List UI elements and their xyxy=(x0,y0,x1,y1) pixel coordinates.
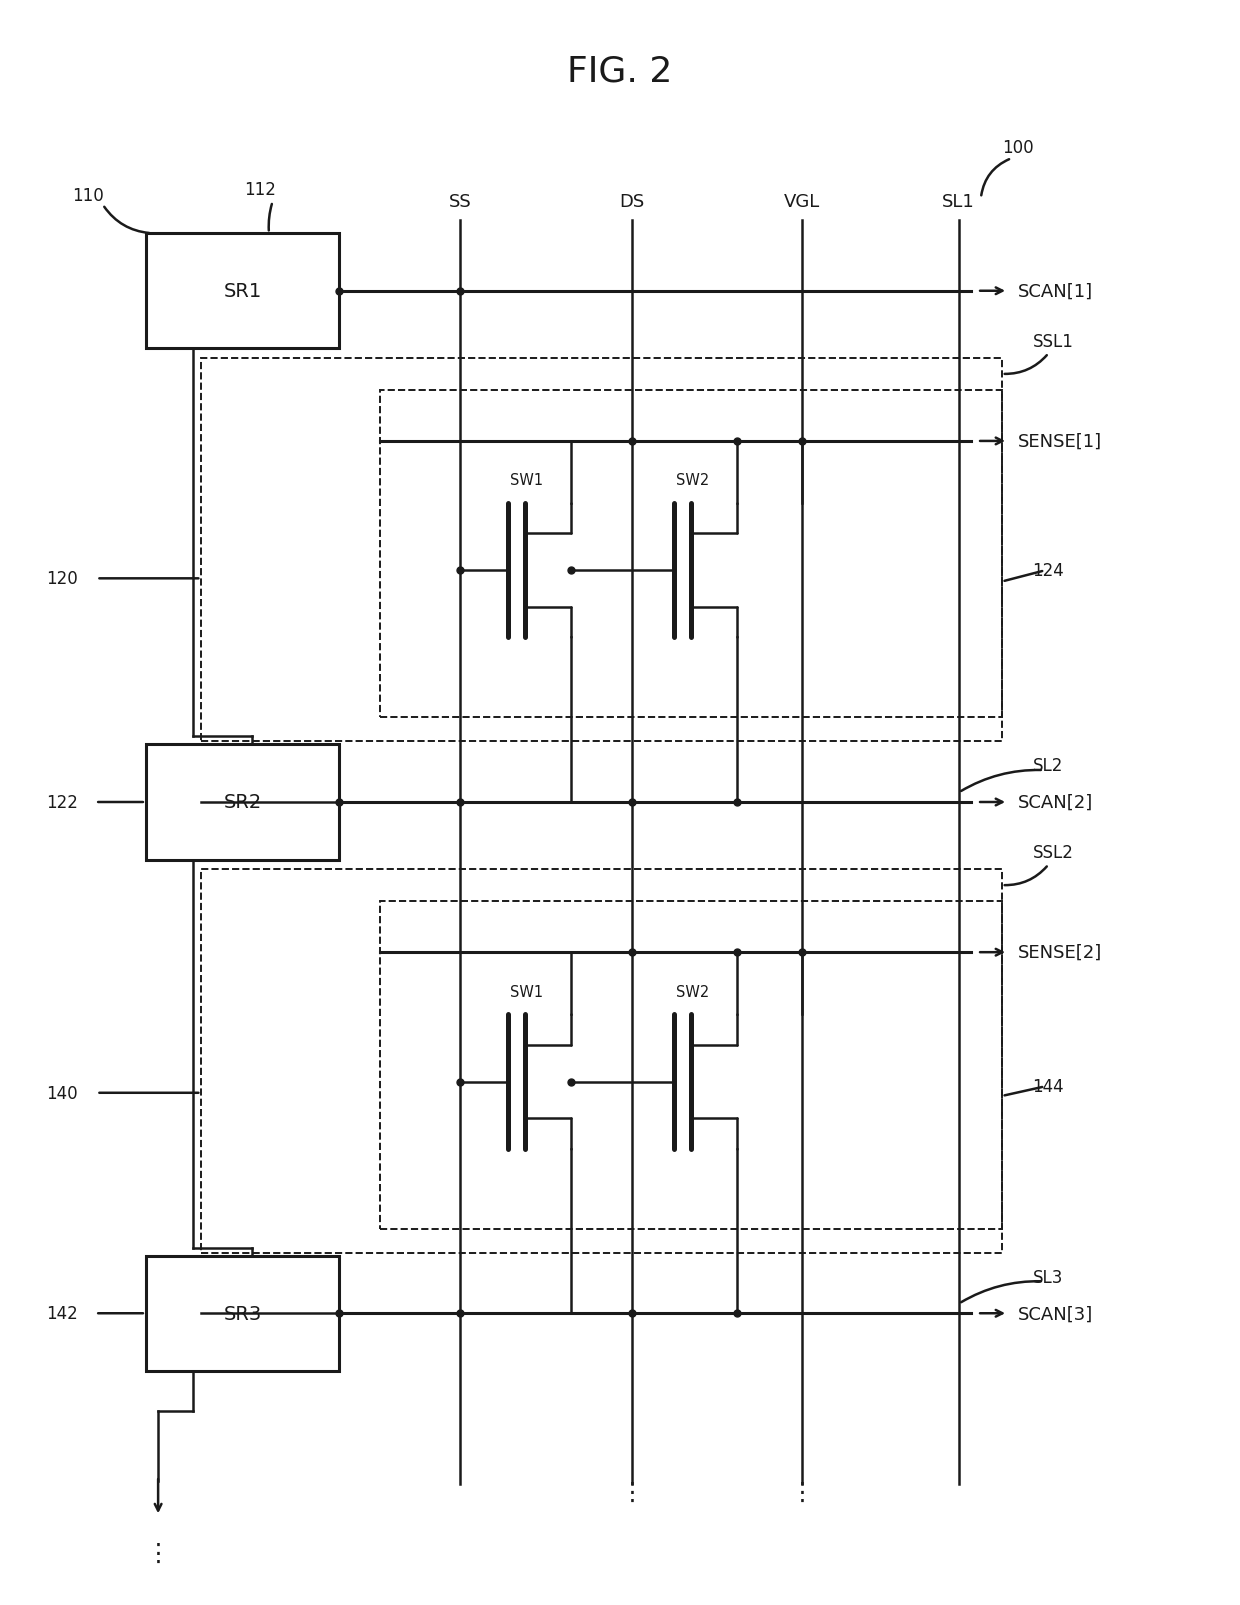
Text: ⋮: ⋮ xyxy=(790,1480,815,1504)
Text: 100: 100 xyxy=(1002,140,1033,157)
Text: ⋮: ⋮ xyxy=(620,1480,645,1504)
Text: SCAN[1]: SCAN[1] xyxy=(1018,282,1092,300)
Text: 120: 120 xyxy=(46,570,78,587)
Text: SR1: SR1 xyxy=(223,282,262,302)
Text: DS: DS xyxy=(620,193,645,212)
Bar xyxy=(146,234,340,348)
Text: SENSE[1]: SENSE[1] xyxy=(1018,433,1102,451)
Text: SW2: SW2 xyxy=(676,984,709,998)
Text: SENSE[2]: SENSE[2] xyxy=(1018,944,1102,961)
Bar xyxy=(201,358,1002,742)
Text: 124: 124 xyxy=(1033,562,1064,579)
Bar xyxy=(201,870,1002,1254)
Text: VGL: VGL xyxy=(784,193,821,212)
Text: SW1: SW1 xyxy=(510,984,543,998)
Text: SR3: SR3 xyxy=(223,1303,262,1323)
Text: SCAN[3]: SCAN[3] xyxy=(1018,1305,1094,1323)
Text: SW1: SW1 xyxy=(510,473,543,488)
Bar xyxy=(379,390,1002,717)
Text: 144: 144 xyxy=(1033,1077,1064,1096)
Text: SCAN[2]: SCAN[2] xyxy=(1018,793,1094,812)
Text: SR2: SR2 xyxy=(223,793,262,812)
Text: SSL2: SSL2 xyxy=(1033,844,1074,862)
Bar xyxy=(379,902,1002,1229)
Text: ⋮: ⋮ xyxy=(145,1541,171,1565)
Bar xyxy=(146,1257,340,1371)
Text: SL1: SL1 xyxy=(942,193,975,212)
Text: SL2: SL2 xyxy=(1033,758,1063,775)
Text: SL3: SL3 xyxy=(1033,1268,1063,1286)
Text: SW2: SW2 xyxy=(676,473,709,488)
Text: 142: 142 xyxy=(46,1305,78,1323)
Text: 110: 110 xyxy=(72,188,104,205)
Text: SSL1: SSL1 xyxy=(1033,332,1074,350)
Text: FIG. 2: FIG. 2 xyxy=(568,55,672,88)
Text: 122: 122 xyxy=(46,793,78,812)
Text: 140: 140 xyxy=(46,1083,78,1103)
Text: SS: SS xyxy=(449,193,471,212)
Bar xyxy=(146,745,340,860)
Text: 112: 112 xyxy=(244,181,277,199)
